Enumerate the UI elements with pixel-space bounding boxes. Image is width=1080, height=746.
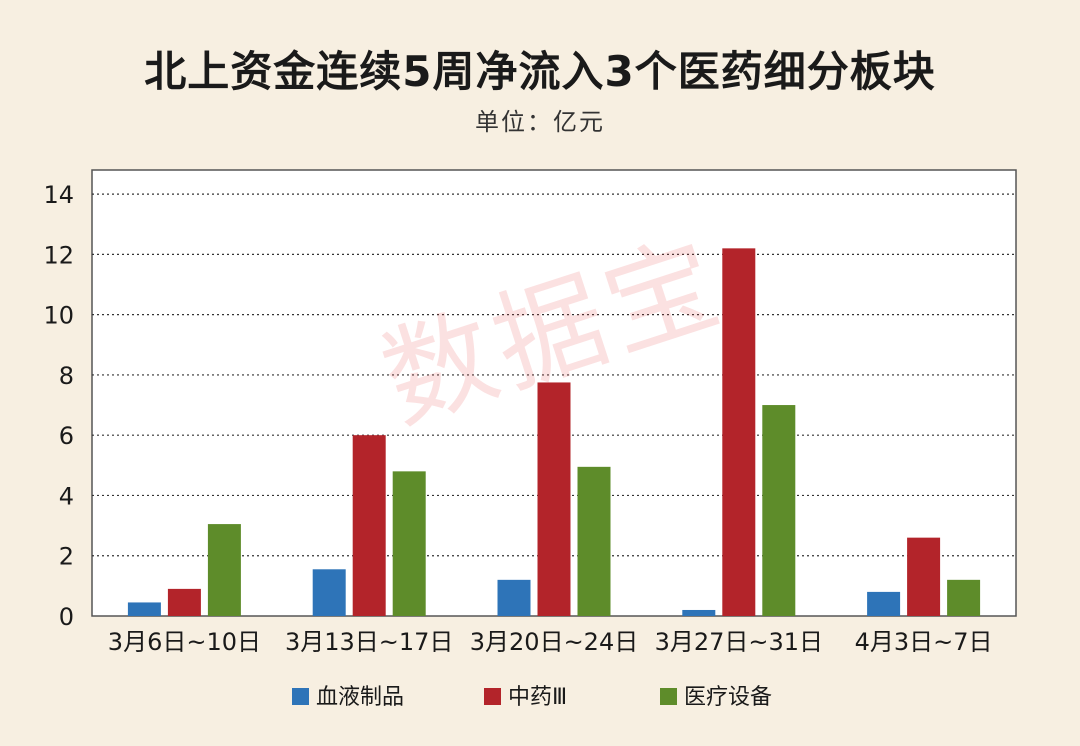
y-tick-label: 8: [59, 362, 74, 390]
bar: [497, 579, 531, 616]
y-tick-label: 2: [59, 543, 74, 571]
bar: [207, 524, 241, 616]
y-tick-label: 6: [59, 422, 74, 450]
bar: [577, 466, 611, 616]
x-category-label: 3月13日~17日: [285, 628, 453, 656]
bar: [722, 248, 756, 616]
x-category-label: 3月6日~10日: [108, 628, 261, 656]
y-tick-label: 14: [43, 181, 74, 209]
y-tick-label: 10: [43, 302, 74, 330]
legend-swatch: [484, 688, 501, 705]
bar: [167, 588, 201, 616]
x-axis-labels: 3月6日~10日 3月13日~17日 3月20日~24日 3月27日~31日 4月3日~…: [108, 628, 993, 656]
x-category-label: 4月3日~7日: [855, 628, 993, 656]
bar: [392, 471, 426, 616]
legend-swatch: [292, 688, 309, 705]
legend: 血液制品 中药Ⅲ 医疗设备: [292, 685, 772, 710]
legend-label: 中药Ⅲ: [508, 685, 567, 710]
y-tick-label: 4: [59, 482, 74, 510]
legend-swatch: [660, 688, 677, 705]
bar: [352, 435, 386, 616]
legend-label: 血液制品: [316, 685, 404, 710]
bars: [127, 248, 981, 616]
bar: [867, 591, 901, 616]
bar: [127, 602, 161, 616]
bar: [537, 382, 571, 616]
chart-title: 北上资金连续5周净流入3个医药细分板块: [144, 47, 936, 96]
bar: [762, 405, 796, 616]
bar: [947, 579, 981, 616]
y-tick-label: 12: [43, 241, 74, 269]
unit-label: 单位：亿元: [475, 108, 605, 136]
y-tick-label: 0: [59, 603, 74, 631]
legend-label: 医疗设备: [684, 685, 772, 710]
x-category-label: 3月20日~24日: [470, 628, 638, 656]
bar: [682, 609, 716, 616]
y-axis-ticks: 0 2 4 6 8 10 12 14: [43, 181, 74, 631]
bar: [907, 537, 941, 616]
bar: [312, 569, 346, 616]
x-category-label: 3月27日~31日: [655, 628, 823, 656]
